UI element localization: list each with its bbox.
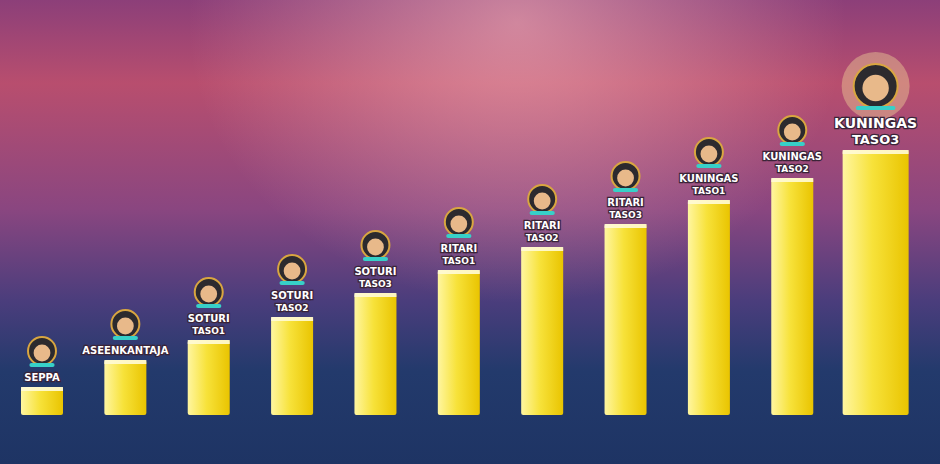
- svg-text:TASO3: TASO3: [852, 132, 899, 147]
- svg-text:TASO3: TASO3: [609, 210, 642, 220]
- svg-text:TASO1: TASO1: [192, 326, 225, 336]
- svg-text:KUNINGAS: KUNINGAS: [679, 173, 738, 184]
- svg-text:ASEENKANTAJA: ASEENKANTAJA: [82, 345, 168, 356]
- svg-text:RITARI: RITARI: [524, 220, 561, 231]
- svg-text:TASO1: TASO1: [693, 186, 726, 196]
- svg-text:RITARI: RITARI: [440, 243, 477, 254]
- svg-text:KUNINGAS: KUNINGAS: [834, 115, 917, 131]
- svg-text:TASO3: TASO3: [359, 279, 392, 289]
- svg-text:SOTURI: SOTURI: [188, 313, 230, 324]
- svg-text:SEPPA: SEPPA: [24, 372, 60, 383]
- svg-text:SOTURI: SOTURI: [271, 290, 313, 301]
- svg-text:TASO2: TASO2: [526, 233, 559, 243]
- svg-text:TASO1: TASO1: [442, 256, 475, 266]
- svg-text:KUNINGAS: KUNINGAS: [763, 151, 822, 162]
- svg-text:TASO2: TASO2: [276, 303, 309, 313]
- svg-text:RITARI: RITARI: [607, 197, 644, 208]
- svg-text:SOTURI: SOTURI: [354, 266, 396, 277]
- svg-text:TASO2: TASO2: [776, 164, 809, 174]
